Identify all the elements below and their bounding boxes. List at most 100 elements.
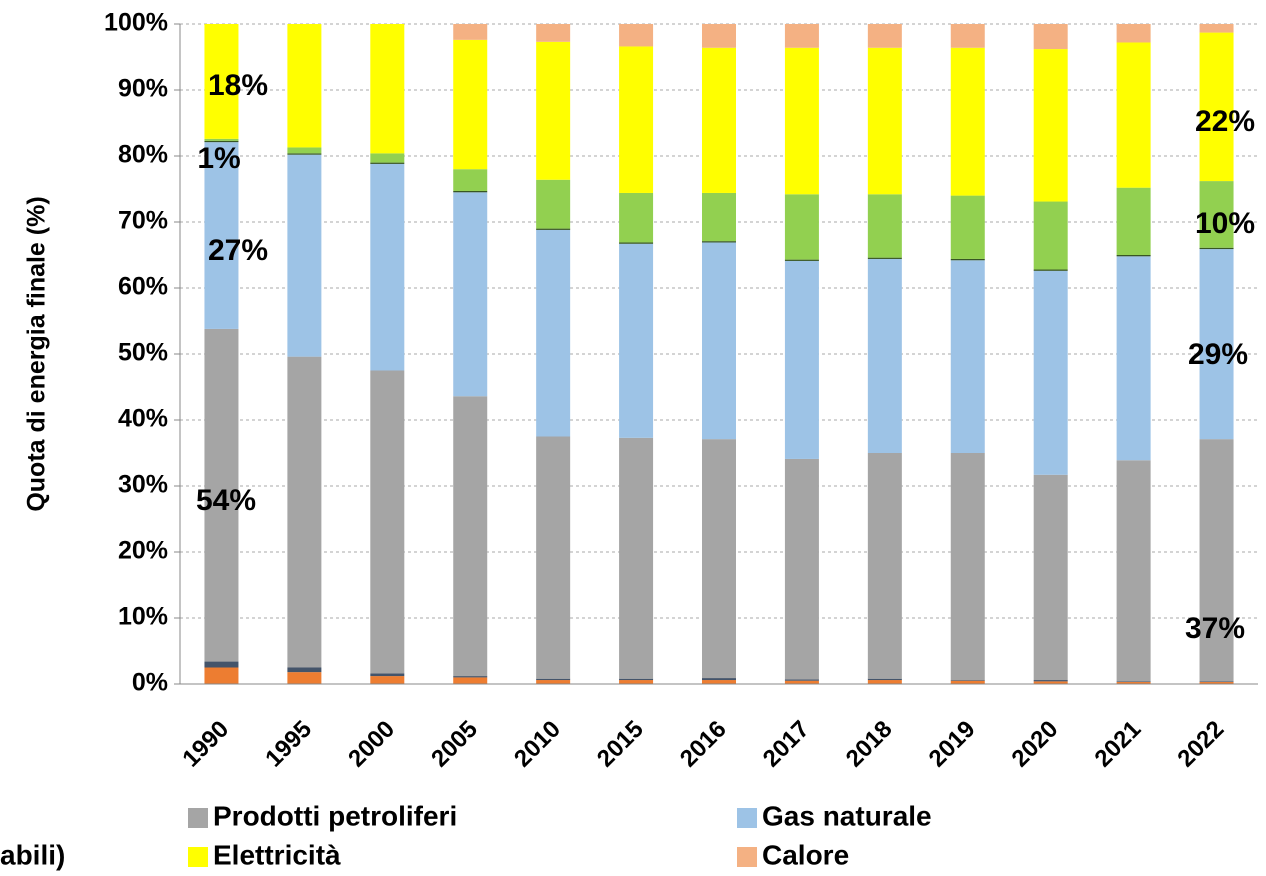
bar-segment bbox=[370, 163, 405, 371]
bar-segment bbox=[453, 169, 488, 191]
bar-segment bbox=[453, 676, 488, 678]
bar-segment bbox=[702, 680, 736, 684]
bar-segment bbox=[453, 39, 488, 170]
y-tick-label: 30% bbox=[118, 471, 168, 499]
legend-swatch bbox=[737, 808, 757, 828]
bar-segment bbox=[619, 243, 654, 438]
bar-segment bbox=[702, 192, 736, 242]
bar-segment bbox=[1033, 680, 1068, 682]
bar-segment bbox=[784, 47, 819, 195]
bar-segment bbox=[204, 661, 239, 668]
bar-segment bbox=[950, 24, 985, 48]
bar-segment bbox=[204, 667, 239, 684]
annotation: 1% bbox=[197, 142, 240, 175]
bar-segment bbox=[950, 47, 985, 196]
bar-segment bbox=[950, 453, 985, 681]
bar-segment bbox=[1199, 249, 1234, 440]
bar-segment bbox=[1199, 32, 1234, 182]
bar-segment bbox=[784, 24, 819, 48]
legend-swatch bbox=[188, 808, 208, 828]
x-tick-label: 2021 bbox=[1089, 716, 1146, 773]
y-tick-label: 100% bbox=[104, 9, 168, 37]
bar-segment bbox=[1116, 42, 1151, 188]
legend-label: Calore bbox=[762, 839, 849, 870]
bar-segment bbox=[1116, 255, 1151, 257]
bar-segment bbox=[619, 24, 654, 47]
bar-segment bbox=[370, 676, 405, 684]
bar-segment bbox=[1116, 460, 1151, 682]
bar-segment bbox=[287, 154, 322, 357]
bar-segment bbox=[702, 24, 736, 48]
bar-segment bbox=[1033, 49, 1068, 202]
bar-segment bbox=[1199, 682, 1234, 684]
x-tick-label: 2016 bbox=[675, 716, 732, 773]
bar-segment bbox=[702, 678, 736, 681]
x-tick-label: 2010 bbox=[509, 716, 566, 773]
bar-segment bbox=[536, 678, 571, 681]
bar-segment bbox=[1116, 682, 1151, 684]
bar-segment bbox=[204, 142, 239, 329]
bar-segment bbox=[287, 153, 322, 155]
bar-segment bbox=[1199, 24, 1234, 33]
y-tick-label: 40% bbox=[118, 405, 168, 433]
annotation: 54% bbox=[196, 484, 256, 517]
bar-segment bbox=[867, 258, 902, 453]
bar-segment bbox=[784, 259, 819, 261]
bar-segment bbox=[1033, 681, 1068, 684]
bar-segment bbox=[784, 458, 819, 680]
annotation: 37% bbox=[1185, 612, 1245, 645]
bar-segment bbox=[1116, 187, 1151, 255]
x-tick-label: 1995 bbox=[260, 716, 317, 773]
bar-segment bbox=[1199, 681, 1234, 683]
x-tick-label: 2022 bbox=[1172, 716, 1229, 773]
x-tick-label: 2000 bbox=[343, 716, 400, 773]
x-tick-label: 2018 bbox=[841, 716, 898, 773]
bar-segment bbox=[619, 242, 654, 244]
bar-segment bbox=[204, 24, 239, 139]
annotation: 22% bbox=[1195, 105, 1255, 138]
bar-segment bbox=[702, 439, 736, 679]
bar-segment bbox=[867, 47, 902, 195]
bar-segment bbox=[619, 680, 654, 684]
x-tick-label: 2019 bbox=[924, 716, 981, 773]
legend-label: Prodotti petroliferi bbox=[213, 800, 457, 831]
bar-segment bbox=[1033, 24, 1068, 50]
bar-segment bbox=[1033, 474, 1068, 681]
bar-segment bbox=[453, 24, 488, 40]
bar-segment bbox=[287, 24, 322, 148]
bar-segment bbox=[204, 140, 239, 143]
bar-segment bbox=[619, 192, 654, 243]
bar-segment bbox=[702, 242, 736, 440]
bar-segment bbox=[619, 678, 654, 681]
y-tick-label: 10% bbox=[118, 603, 168, 631]
bar-segment bbox=[536, 179, 571, 229]
bar-segment bbox=[536, 436, 571, 679]
bar-segment bbox=[536, 24, 571, 42]
bar-segment bbox=[536, 680, 571, 684]
bar-segment bbox=[950, 680, 985, 684]
bar-segment bbox=[784, 680, 819, 684]
legend-label: Elettricità bbox=[213, 839, 341, 870]
y-tick-label: 90% bbox=[118, 75, 168, 103]
bar-segment bbox=[287, 667, 322, 673]
bar-segment bbox=[619, 46, 654, 193]
bar-segment bbox=[702, 241, 736, 243]
bar-segment bbox=[453, 677, 488, 684]
bar-segment bbox=[1116, 256, 1151, 461]
x-tick-label: 1990 bbox=[177, 716, 234, 773]
x-tick-label: 2015 bbox=[592, 716, 649, 773]
x-tick-label: 2020 bbox=[1007, 716, 1064, 773]
legend-swatch bbox=[737, 847, 757, 867]
bar-segment bbox=[867, 194, 902, 258]
annotation: 27% bbox=[208, 234, 268, 267]
bar-segment bbox=[867, 678, 902, 681]
bar-segment bbox=[370, 24, 405, 154]
bar-segment bbox=[950, 258, 985, 261]
legend-swatch bbox=[188, 847, 208, 867]
bar-segment bbox=[950, 195, 985, 259]
bar-segment bbox=[867, 453, 902, 679]
bar-segment bbox=[784, 260, 819, 459]
bar-segment bbox=[287, 147, 322, 154]
bar-segment bbox=[1199, 439, 1234, 682]
